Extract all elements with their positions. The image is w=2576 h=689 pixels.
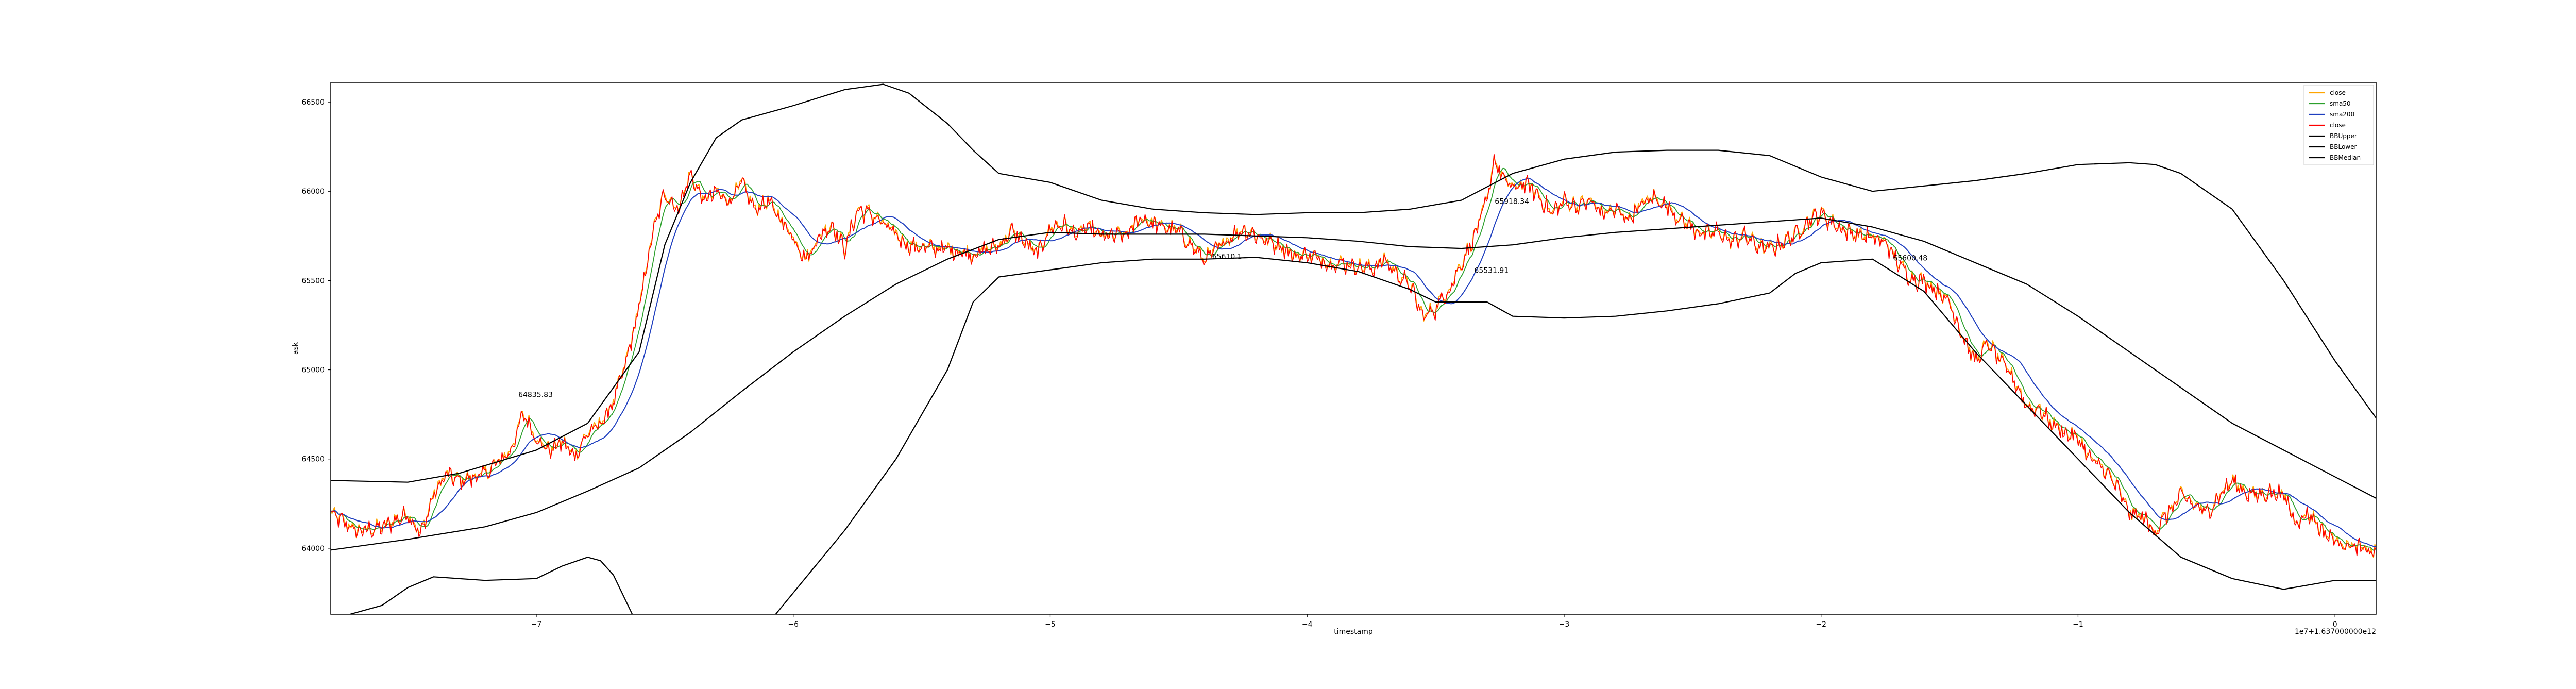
x-tick-label: −3: [1559, 620, 1570, 629]
axis-ticks: −7 −6 −5 −4 −3 −2 −1 0 64000 64500 65000 65500 66000…: [301, 98, 2337, 629]
legend: close sma50 sma200 close BBUpper BBLower BBMed…: [2303, 85, 2374, 165]
x-tick-label: −5: [1045, 620, 1056, 629]
y-tick-label: 64000: [301, 545, 325, 553]
price-annotation: 65600.48: [1893, 255, 1927, 263]
x-tick-label: −2: [1816, 620, 1826, 629]
series-bblower: [348, 257, 2376, 614]
y-tick-label: 65500: [301, 277, 325, 285]
legend-label: sma200: [2330, 111, 2354, 118]
legend-label: close: [2330, 122, 2346, 129]
axes-frame: [330, 82, 2377, 615]
legend-label: BBUpper: [2330, 132, 2357, 140]
price-annotation: 65610.1: [1212, 253, 1242, 261]
price-annotation: 65918.34: [1495, 198, 1529, 206]
y-tick-label: 66000: [301, 188, 325, 196]
y-tick-label: 64500: [301, 456, 325, 464]
series-bbmedian: [331, 217, 2376, 551]
y-tick-label: 66500: [301, 98, 325, 107]
x-tick-label: −4: [1302, 620, 1313, 629]
annotations: 64835.83 65918.34 65610.1 65531.91 65600.48: [518, 198, 1927, 399]
series-bbupper: [331, 83, 2376, 483]
price-annotation: 64835.83: [518, 391, 553, 399]
legend-label: close: [2330, 89, 2346, 96]
x-axis-offset-text: 1e7+1.637000000e12: [2295, 628, 2376, 636]
plot-area: [331, 83, 2376, 614]
x-tick-label: −1: [2073, 620, 2083, 629]
x-axis-label: timestamp: [1334, 628, 1373, 636]
y-axis-label: ask: [292, 342, 300, 355]
y-tick-label: 65000: [301, 366, 325, 375]
x-tick-label: −6: [788, 620, 799, 629]
legend-label: sma50: [2330, 100, 2351, 107]
x-tick-label: 0: [2333, 620, 2337, 629]
price-annotation: 65531.91: [1474, 266, 1509, 275]
x-tick-label: −7: [531, 620, 542, 629]
legend-label: BBMedian: [2330, 154, 2361, 161]
legend-label: BBLower: [2330, 143, 2357, 150]
